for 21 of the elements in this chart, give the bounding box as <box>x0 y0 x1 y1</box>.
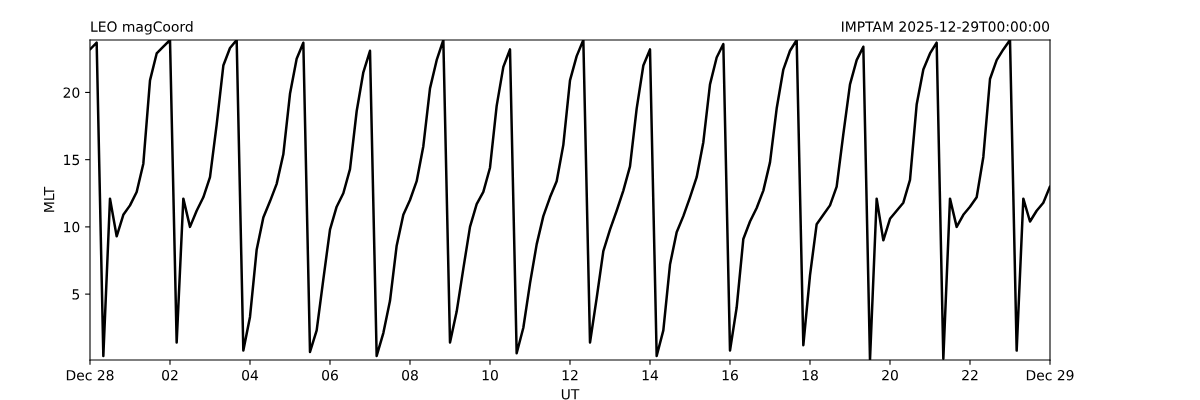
x-tick-label: 18 <box>802 369 818 381</box>
x-tick-label: 20 <box>882 369 898 381</box>
x-tick-label: 22 <box>962 369 978 381</box>
x-axis-title: UT <box>561 389 580 400</box>
x-tick-label: 02 <box>162 369 178 381</box>
y-tick-label: 5 <box>72 289 80 300</box>
x-tick-label: Dec 28 <box>66 369 114 381</box>
x-tick-label: 04 <box>242 369 259 381</box>
x-tick-label: 16 <box>722 369 738 381</box>
chart-title: LEO magCoord <box>91 21 193 35</box>
x-tick-label: 10 <box>482 369 498 381</box>
x-tick-label: 12 <box>562 369 578 381</box>
x-tick-label: 14 <box>642 370 659 381</box>
y-axis-title: MLT <box>44 186 55 212</box>
y-tick-label: 15 <box>64 154 80 166</box>
x-tick-label: 08 <box>402 369 418 381</box>
chart-subtitle: IMPTAM 2025-12-29T00:00:00 <box>842 21 1050 32</box>
x-tick-label: 06 <box>322 369 338 381</box>
y-tick-label: 20 <box>63 87 80 98</box>
x-tick-label: Dec 29 <box>1026 369 1074 381</box>
y-tick-label: 10 <box>64 221 80 233</box>
